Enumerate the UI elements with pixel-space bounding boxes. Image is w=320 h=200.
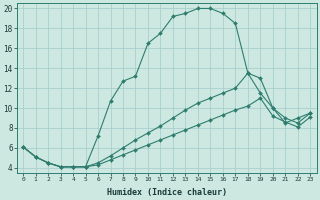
X-axis label: Humidex (Indice chaleur): Humidex (Indice chaleur) <box>107 188 227 197</box>
